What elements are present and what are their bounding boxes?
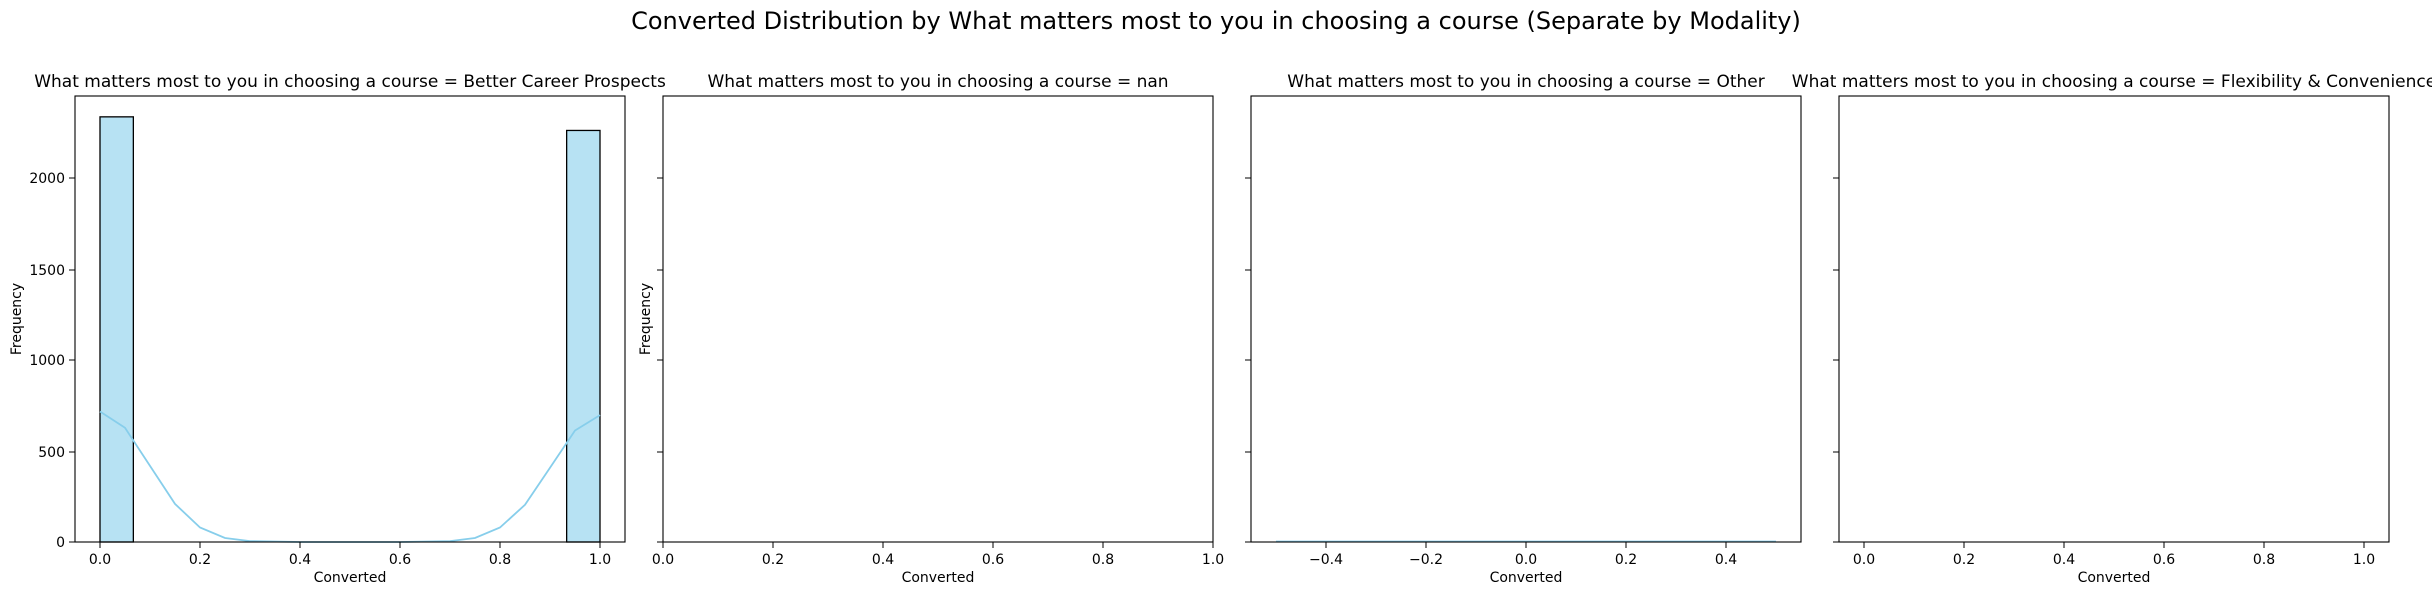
x-tick-label: 0.0 [89,552,111,568]
y-tick-label: 2000 [29,171,65,187]
figure-title: Converted Distribution by What matters m… [631,7,1801,35]
histogram-bar [99,116,134,543]
panel-title: What matters most to you in choosing a c… [1287,72,1764,92]
kde-line [99,410,601,543]
y-tick-label: 0 [56,535,65,551]
x-tick-label: 1.0 [1202,552,1224,568]
y-tick-label: 500 [38,445,65,461]
panel-title: What matters most to you in choosing a c… [1792,72,2432,92]
panel-4: What matters most to you in choosing a c… [1792,72,2432,586]
x-tick-label: 0.0 [1515,552,1537,568]
x-tick-label: 0.2 [189,552,211,568]
axes-frame [1838,95,2390,543]
panels: What matters most to you in choosing a c… [9,72,2432,586]
x-tick-label: 0.4 [289,552,311,568]
x-tick-label: 0.8 [1092,552,1114,568]
panel-title: What matters most to you in choosing a c… [34,72,666,92]
x-tick-label: 0.8 [2253,552,2275,568]
x-axis-label: Converted [2078,570,2151,586]
x-tick-label: 0.2 [762,552,784,568]
y-tick-label: 1000 [29,353,65,369]
x-tick-label: 0.0 [652,552,674,568]
y-axis-label: Frequency [638,283,654,355]
panel-1: What matters most to you in choosing a c… [9,72,666,586]
x-tick-label: 0.2 [1615,552,1637,568]
x-tick-label: 0.4 [1715,552,1737,568]
x-tick-label: 0.4 [872,552,894,568]
x-tick-label: 0.6 [389,552,411,568]
x-tick-label: −0.2 [1409,552,1443,568]
x-tick-label: 1.0 [589,552,611,568]
x-axis-label: Converted [902,570,975,586]
x-tick-label: 1.0 [2353,552,2375,568]
histogram-bar [566,129,601,543]
x-tick-label: −0.4 [1309,552,1343,568]
x-axis-label: Converted [314,570,387,586]
x-tick-label: 0.0 [1853,552,1875,568]
panel-3: What matters most to you in choosing a c… [1245,72,1802,586]
x-tick-label: 0.4 [2053,552,2075,568]
x-axis-label: Converted [1490,570,1563,586]
panel-title: What matters most to you in choosing a c… [707,72,1168,92]
axes-frame [662,95,1214,543]
y-axis-label: Frequency [9,283,25,355]
x-tick-label: 0.6 [982,552,1004,568]
axes-frame [74,95,626,543]
x-tick-label: 0.6 [2153,552,2175,568]
x-tick-label: 0.8 [489,552,511,568]
y-tick-label: 1500 [29,263,65,279]
axes-frame [1250,95,1802,543]
x-tick-label: 0.2 [1953,552,1975,568]
panel-2: What matters most to you in choosing a c… [638,72,1224,586]
